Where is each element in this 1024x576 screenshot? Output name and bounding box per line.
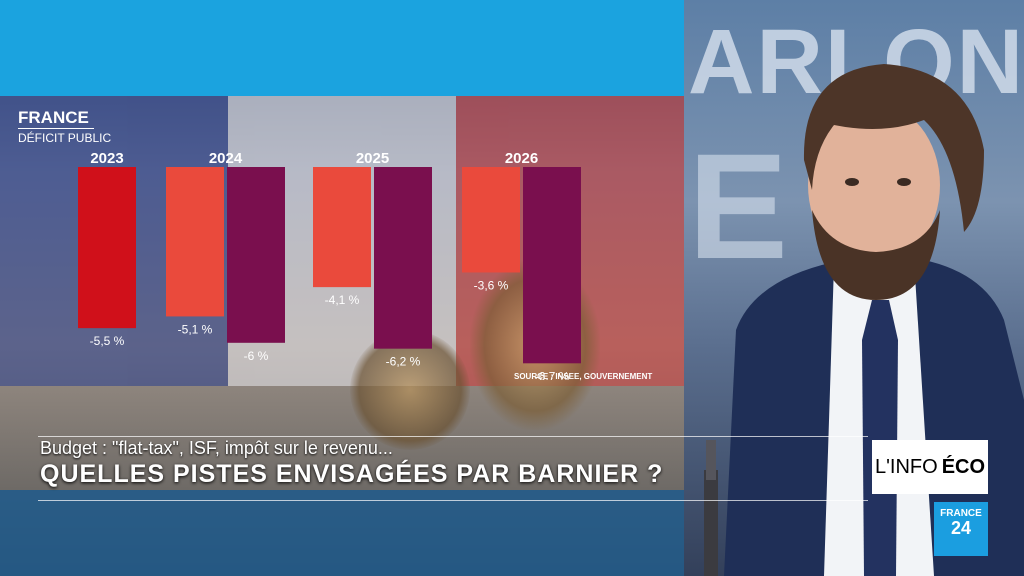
bar-value-label: -4,1 %: [325, 293, 360, 307]
deficit-bar-chart: 2023 -5,5 % 2024 -5,1 % -6 % 2025 -4,1 % -6,2 %…: [78, 150, 581, 380]
bar-value-label: -6 %: [244, 349, 269, 363]
deficit-bar: [462, 167, 520, 273]
chart-panel: FRANCE DÉFICIT PUBLIC 2023 -5,5 % 2024 -5,1…: [0, 0, 684, 576]
studio-backdrop-text: E: [688, 122, 789, 290]
france24-logo: FRANCE 24: [934, 502, 988, 556]
bottom-band: [0, 490, 684, 576]
bar-value-label: -6,7 %: [535, 369, 570, 380]
deficit-bar: [313, 167, 371, 288]
year-label: 2023: [90, 150, 123, 167]
deficit-bar: [78, 167, 136, 329]
divider: [38, 500, 868, 501]
year-label: 2024: [209, 150, 243, 167]
deficit-bar: [523, 167, 581, 364]
headline-kicker: Budget : "flat-tax", ISF, impôt sur le r…: [40, 438, 393, 458]
logo-number: 24: [950, 518, 972, 538]
studio-camera-view: ARLONS E: [684, 0, 1024, 576]
year-label: 2026: [505, 150, 538, 167]
show-tag-light: L'INFO: [874, 455, 938, 478]
year-label: 2025: [356, 150, 389, 167]
presenter-image: [704, 64, 1024, 576]
top-band: [0, 0, 684, 96]
bar-value-label: -5,5 %: [90, 334, 125, 348]
deficit-bar: [166, 167, 224, 317]
country-label: FRANCE: [18, 108, 89, 127]
headline-title: QUELLES PISTES ENVISAGÉES PAR BARNIER ?: [40, 460, 664, 488]
logo-text: FRANCE: [940, 508, 982, 519]
metric-label: DÉFICIT PUBLIC: [18, 131, 112, 145]
coins-stack-image: [350, 330, 470, 450]
deficit-bar: [227, 167, 285, 343]
divider: [38, 436, 868, 437]
show-tag-bold: ÉCO: [941, 455, 986, 478]
divider: [18, 128, 94, 129]
bar-value-label: -6,2 %: [386, 355, 421, 369]
show-tag: L'INFO ÉCO: [872, 440, 988, 494]
deficit-bar: [374, 167, 432, 349]
bar-value-label: -5,1 %: [178, 322, 213, 336]
bar-value-label: -3,6 %: [474, 278, 509, 292]
source-note: SOURCE : INSEE, GOUVERNEMENT: [514, 372, 653, 381]
